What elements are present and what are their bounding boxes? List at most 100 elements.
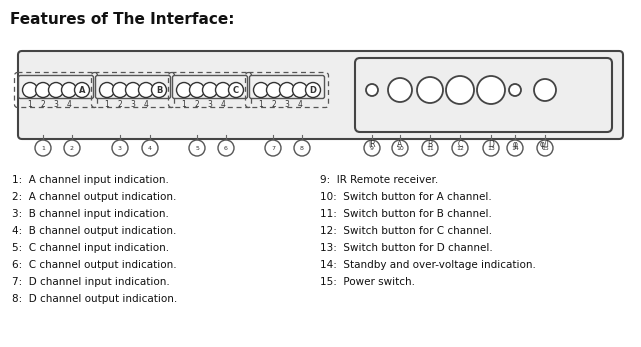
Text: 1: 1 bbox=[181, 100, 187, 109]
Text: 4:  B channel output indication.: 4: B channel output indication. bbox=[12, 226, 176, 236]
Text: 5: 5 bbox=[195, 145, 199, 151]
Text: 15:  Power switch.: 15: Power switch. bbox=[320, 277, 415, 287]
Text: 12: 12 bbox=[456, 145, 464, 151]
Text: 15: 15 bbox=[541, 145, 549, 151]
Text: 1: 1 bbox=[41, 145, 45, 151]
Circle shape bbox=[112, 140, 128, 156]
Circle shape bbox=[477, 76, 505, 104]
Text: 2: 2 bbox=[195, 100, 199, 109]
Text: 12:  Switch button for C channel.: 12: Switch button for C channel. bbox=[320, 226, 492, 236]
Circle shape bbox=[392, 140, 408, 156]
Circle shape bbox=[279, 83, 294, 98]
Text: 7:  D channel input indication.: 7: D channel input indication. bbox=[12, 277, 170, 287]
Text: 2: 2 bbox=[70, 145, 74, 151]
Text: 9:  IR Remote receiver.: 9: IR Remote receiver. bbox=[320, 175, 438, 185]
Text: 3: 3 bbox=[54, 100, 58, 109]
Text: D: D bbox=[310, 85, 317, 94]
Circle shape bbox=[203, 83, 217, 98]
Circle shape bbox=[99, 83, 115, 98]
Circle shape bbox=[35, 140, 51, 156]
Text: 3: 3 bbox=[118, 145, 122, 151]
Circle shape bbox=[366, 84, 378, 96]
Text: 8:  D channel output indication.: 8: D channel output indication. bbox=[12, 294, 178, 304]
Circle shape bbox=[265, 140, 281, 156]
Text: 3: 3 bbox=[285, 100, 290, 109]
Circle shape bbox=[507, 140, 523, 156]
Text: 2:  A channel output indication.: 2: A channel output indication. bbox=[12, 192, 176, 202]
Text: 1: 1 bbox=[28, 100, 33, 109]
Text: φ: φ bbox=[513, 140, 517, 149]
Text: 5:  C channel input indication.: 5: C channel input indication. bbox=[12, 243, 169, 253]
Text: 11:  Switch button for B channel.: 11: Switch button for B channel. bbox=[320, 209, 492, 219]
Text: Features of The Interface:: Features of The Interface: bbox=[10, 12, 235, 27]
Circle shape bbox=[176, 83, 192, 98]
Circle shape bbox=[422, 140, 438, 156]
Text: IR: IR bbox=[368, 140, 376, 149]
Text: 6:  C channel output indication.: 6: C channel output indication. bbox=[12, 260, 177, 270]
Circle shape bbox=[218, 140, 234, 156]
Circle shape bbox=[253, 83, 269, 98]
Text: C: C bbox=[233, 85, 239, 94]
Circle shape bbox=[189, 140, 205, 156]
Circle shape bbox=[292, 83, 308, 98]
Circle shape bbox=[417, 77, 443, 103]
Circle shape bbox=[537, 140, 553, 156]
Text: B: B bbox=[156, 85, 162, 94]
Circle shape bbox=[190, 83, 204, 98]
Circle shape bbox=[483, 140, 499, 156]
Text: φ/I: φ/I bbox=[540, 140, 550, 149]
Text: 9: 9 bbox=[370, 145, 374, 151]
Text: 3: 3 bbox=[131, 100, 135, 109]
Circle shape bbox=[364, 140, 380, 156]
Text: C: C bbox=[458, 140, 463, 149]
Circle shape bbox=[64, 140, 80, 156]
Text: 4: 4 bbox=[144, 100, 149, 109]
FancyBboxPatch shape bbox=[249, 76, 324, 99]
Text: A: A bbox=[79, 85, 85, 94]
Text: 13: 13 bbox=[487, 145, 495, 151]
Circle shape bbox=[452, 140, 468, 156]
Text: 7: 7 bbox=[271, 145, 275, 151]
Text: B: B bbox=[428, 140, 433, 149]
Circle shape bbox=[294, 140, 310, 156]
Circle shape bbox=[306, 83, 320, 98]
Text: 4: 4 bbox=[148, 145, 152, 151]
Text: 8: 8 bbox=[300, 145, 304, 151]
Text: 2: 2 bbox=[118, 100, 122, 109]
Circle shape bbox=[49, 83, 63, 98]
FancyBboxPatch shape bbox=[355, 58, 612, 132]
Text: 14:  Standby and over-voltage indication.: 14: Standby and over-voltage indication. bbox=[320, 260, 536, 270]
Text: 11: 11 bbox=[426, 145, 434, 151]
Text: 2: 2 bbox=[272, 100, 276, 109]
Text: 1:  A channel input indication.: 1: A channel input indication. bbox=[12, 175, 169, 185]
Circle shape bbox=[446, 76, 474, 104]
Text: 14: 14 bbox=[511, 145, 519, 151]
Circle shape bbox=[534, 79, 556, 101]
Text: 10: 10 bbox=[396, 145, 404, 151]
FancyBboxPatch shape bbox=[19, 76, 94, 99]
Circle shape bbox=[388, 78, 412, 102]
Text: 4: 4 bbox=[297, 100, 303, 109]
Circle shape bbox=[142, 140, 158, 156]
Text: 1: 1 bbox=[258, 100, 263, 109]
Circle shape bbox=[151, 83, 167, 98]
Text: 13:  Switch button for D channel.: 13: Switch button for D channel. bbox=[320, 243, 493, 253]
Circle shape bbox=[267, 83, 281, 98]
Circle shape bbox=[138, 83, 153, 98]
Text: 3:  B channel input indication.: 3: B channel input indication. bbox=[12, 209, 169, 219]
FancyBboxPatch shape bbox=[96, 76, 171, 99]
Circle shape bbox=[126, 83, 140, 98]
FancyBboxPatch shape bbox=[172, 76, 247, 99]
Circle shape bbox=[509, 84, 521, 96]
Text: 4: 4 bbox=[221, 100, 226, 109]
Circle shape bbox=[113, 83, 128, 98]
Circle shape bbox=[215, 83, 231, 98]
Text: D: D bbox=[488, 140, 494, 149]
Circle shape bbox=[35, 83, 51, 98]
Text: 2: 2 bbox=[40, 100, 46, 109]
Text: 1: 1 bbox=[104, 100, 110, 109]
Circle shape bbox=[62, 83, 76, 98]
Circle shape bbox=[22, 83, 38, 98]
FancyBboxPatch shape bbox=[18, 51, 623, 139]
Text: A: A bbox=[397, 140, 403, 149]
